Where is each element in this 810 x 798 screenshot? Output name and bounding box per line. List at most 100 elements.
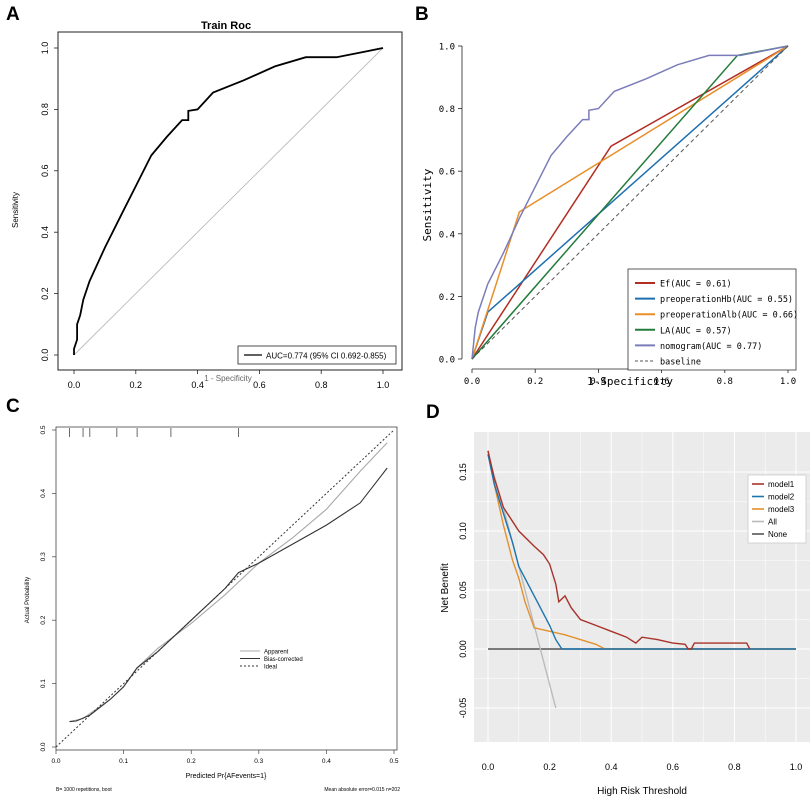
panel-b-ytick-label: 0.8 [439,105,455,115]
panel-label-c: C [6,396,20,417]
panel-b-axes: 0.0 0.2 0.4 0.6 0.8 1.0 0.0 0.2 0.4 0.6 0.8 1.0 [439,43,796,388]
panel-a-legend: AUC=0.774 (95% CI 0.692-0.855) [237,345,397,365]
panel-b-legend-label-0: Ef(AUC = 0.61) [660,280,732,290]
panel-a-ytick-label: 0.6 [40,165,50,178]
panel-c-axes: 0.0 0.1 0.2 0.3 0.4 0.5 0.0 0.1 0.2 0.3 0.4 0.5 [40,425,399,765]
panel-a-ytick-label: 1.0 [40,42,50,55]
panel-b-legend-label-3: LA(AUC = 0.57) [660,326,732,336]
panel-b-xtick-label: 0.6 [653,377,669,387]
panel-b-plot [471,45,789,360]
panel-b-ytick-label: 0.6 [439,168,455,178]
panel-b-legend: Ef(AUC = 0.61) preoperationHb(AUC = 0.55)… [627,268,798,371]
panel-b-ytick-label: 0.4 [439,230,455,240]
panel-c-xlabel: Predicted Pr{AFevents=1} [186,773,267,780]
panel-label-b: B [415,4,429,25]
panel-b-legend-label-2: preoperationAlb(AUC = 0.66) [660,311,798,321]
panel-c-ytick-label: 0.4 [40,489,47,498]
panel-c-ytick-label: 0.2 [40,615,47,624]
panel-b-series-4 [471,45,789,360]
panel-b-ytick-label: 0.0 [439,356,455,366]
panel-c-footnote-left: B= 1000 repetitions, boot [56,787,112,793]
panel-c-legend-label-2: Ideal [264,665,277,671]
panel-c-xtick-label: 0.5 [389,758,398,765]
panel-b-legend-box [627,268,797,371]
panel-c-ytick-label: 0.3 [40,552,47,561]
panel-c-series-2 [55,429,395,748]
panel-d-ylabel: Net Benefit [440,563,451,613]
panel-d-series-0 [487,450,751,650]
panel-c-ylabel: Actual Probability [25,577,31,623]
panel-d-legend-label-2: model3 [768,505,795,514]
panel-c-footnote-right: Mean absolute error=0.015 n=202 [324,787,400,793]
panel-b-xlabel: 1-Specificity [587,375,673,388]
panel-d-ytick-label: 0.10 [458,522,468,540]
panel-d-xlabel: High Risk Threshold [597,786,687,797]
panel-d-xtick-label: 0.2 [543,762,556,772]
panel-a-roc: A Train Roc 0.0 0.2 0.4 0.6 0.8 1.00.00.20.40… [6,4,403,390]
panel-b-legend-label-5: baseline [660,358,701,368]
panel-c-xtick-label: 0.0 [51,758,60,765]
panel-d-series-1 [487,454,796,650]
panel-a-legend-label: AUC=0.774 (95% CI 0.692-0.855) [266,352,387,361]
panel-b-xtick-label: 0.8 [717,377,733,387]
panel-d-ytick-label: -0.05 [458,698,468,719]
panel-d-ytick-label: 0.00 [458,640,468,658]
panel-c-xtick-label: 0.2 [187,758,196,765]
panel-c-xtick-label: 0.4 [322,758,331,765]
panel-c-ytick-label: 0.1 [40,679,47,688]
panel-c-ytick-label: 0.0 [40,742,47,751]
panel-c-plot [55,429,395,748]
panel-c-calibration: C 0.0 0.1 0.2 0.3 0.4 0.5 0.0 0.1 0.2 0.3 0.4 0.5 A… [6,396,400,793]
panel-a-xtick-label: 0.4 [191,380,204,390]
panel-c-legend-label-1: Bias-corrected [264,657,303,663]
panel-a-ytick-label: 0.4 [40,226,50,239]
panel-a-ytick-label: 0.2 [40,287,50,300]
panel-a-xlabel: 1 - Specificity [204,374,252,383]
panel-b-xtick-label: 0.4 [590,377,606,387]
panel-b-ytick-label: 0.2 [439,293,455,303]
panel-a-legend-box [237,345,397,365]
panel-c-legend-label-0: Apparent [264,650,289,656]
panel-c-xtick-label: 0.3 [254,758,263,765]
panel-d-legend-label-4: None [768,530,788,539]
panel-a-roc-curve [73,47,384,355]
panel-d-xtick-label: 0.8 [728,762,741,772]
panel-c-frame [55,426,398,751]
panel-b-xtick-label: 0.2 [527,377,543,387]
panel-a-xtick-label: 0.8 [315,380,328,390]
panel-d-legend-label-3: All [768,518,777,527]
panel-b-series-2 [471,45,789,360]
panel-a-axes: 0.0 0.2 0.4 0.6 0.8 1.0 0.0 0.2 0.4 0.6 0.8 1.0 [40,42,389,390]
panel-d-decision-curve: D 0.0 0.2 0.4 0.6 0.8 1.0 -0.05 0.00 0.05 0.10 0.1… [426,402,810,797]
panel-a-ytick-label: 0.8 [40,103,50,116]
panel-b-xtick-label: 1.0 [780,377,796,387]
panel-c-ytick-label: 0.5 [40,425,47,434]
panel-label-a: A [6,4,20,25]
panel-b-ytick-label: 1.0 [439,43,455,53]
panel-a-chance-line [73,47,384,356]
panel-d-legend-label-0: model1 [768,480,795,489]
panel-a-frame [57,31,403,371]
panel-a-xtick-label: 0.2 [130,380,143,390]
panel-label-d: D [426,402,440,423]
panel-d-ytick-label: 0.05 [458,581,468,599]
panel-a-xtick-label: 0.6 [253,380,266,390]
panel-d-legend-label-1: model2 [768,493,795,502]
panel-a-ylabel: Sensitivity [11,192,20,228]
panel-d-xtick-label: 1.0 [790,762,803,772]
panel-d-plot [487,450,796,709]
panel-b-legend-label-4: nomogram(AUC = 0.77) [660,342,762,352]
panel-a-title: Train Roc [201,20,251,32]
panel-d-xtick-label: 0.4 [605,762,618,772]
panel-b-xtick-label: 0.0 [464,377,480,387]
panel-b-ylabel: Sensitivity [421,168,434,241]
panel-c-xtick-label: 0.1 [119,758,128,765]
panel-d-xtick-label: 0.0 [482,762,495,772]
panel-b-legend-label-1: preoperationHb(AUC = 0.55) [660,295,793,305]
panel-b-series-0 [471,45,789,360]
panel-a-plot [73,47,384,356]
panel-d-xtick-label: 0.6 [667,762,680,772]
panel-a-xtick-label: 0.0 [68,380,81,390]
